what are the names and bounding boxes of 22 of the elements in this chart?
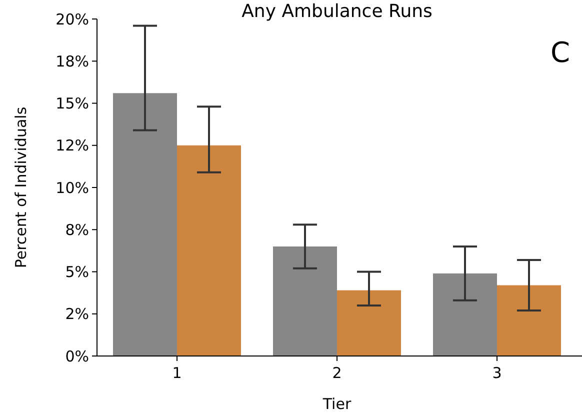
bar	[337, 290, 401, 356]
bar	[177, 145, 241, 356]
y-tick-label: 10%	[56, 178, 89, 197]
y-tick-label: 18%	[56, 52, 89, 70]
y-tick-label: 8%	[65, 220, 89, 239]
x-tick-label: 3	[492, 364, 502, 382]
bar	[113, 93, 177, 356]
bar	[497, 285, 561, 356]
y-tick-label: 2%	[65, 305, 89, 324]
x-tick-label: 2	[332, 364, 342, 382]
y-tick-label: 0%	[65, 347, 89, 366]
x-axis-title: Tier	[322, 395, 352, 413]
y-tick-label: 5%	[65, 263, 89, 281]
y-tick-label: 12%	[56, 136, 89, 155]
y-axis-title: Percent of Individuals	[12, 106, 30, 268]
x-tick-label: 1	[172, 364, 182, 382]
annotation: C	[550, 36, 570, 69]
bar	[273, 246, 337, 356]
bar	[433, 273, 497, 356]
chart-title: Any Ambulance Runs	[242, 1, 432, 22]
y-tick-label: 15%	[56, 94, 89, 112]
y-tick-label: 20%	[56, 10, 89, 28]
